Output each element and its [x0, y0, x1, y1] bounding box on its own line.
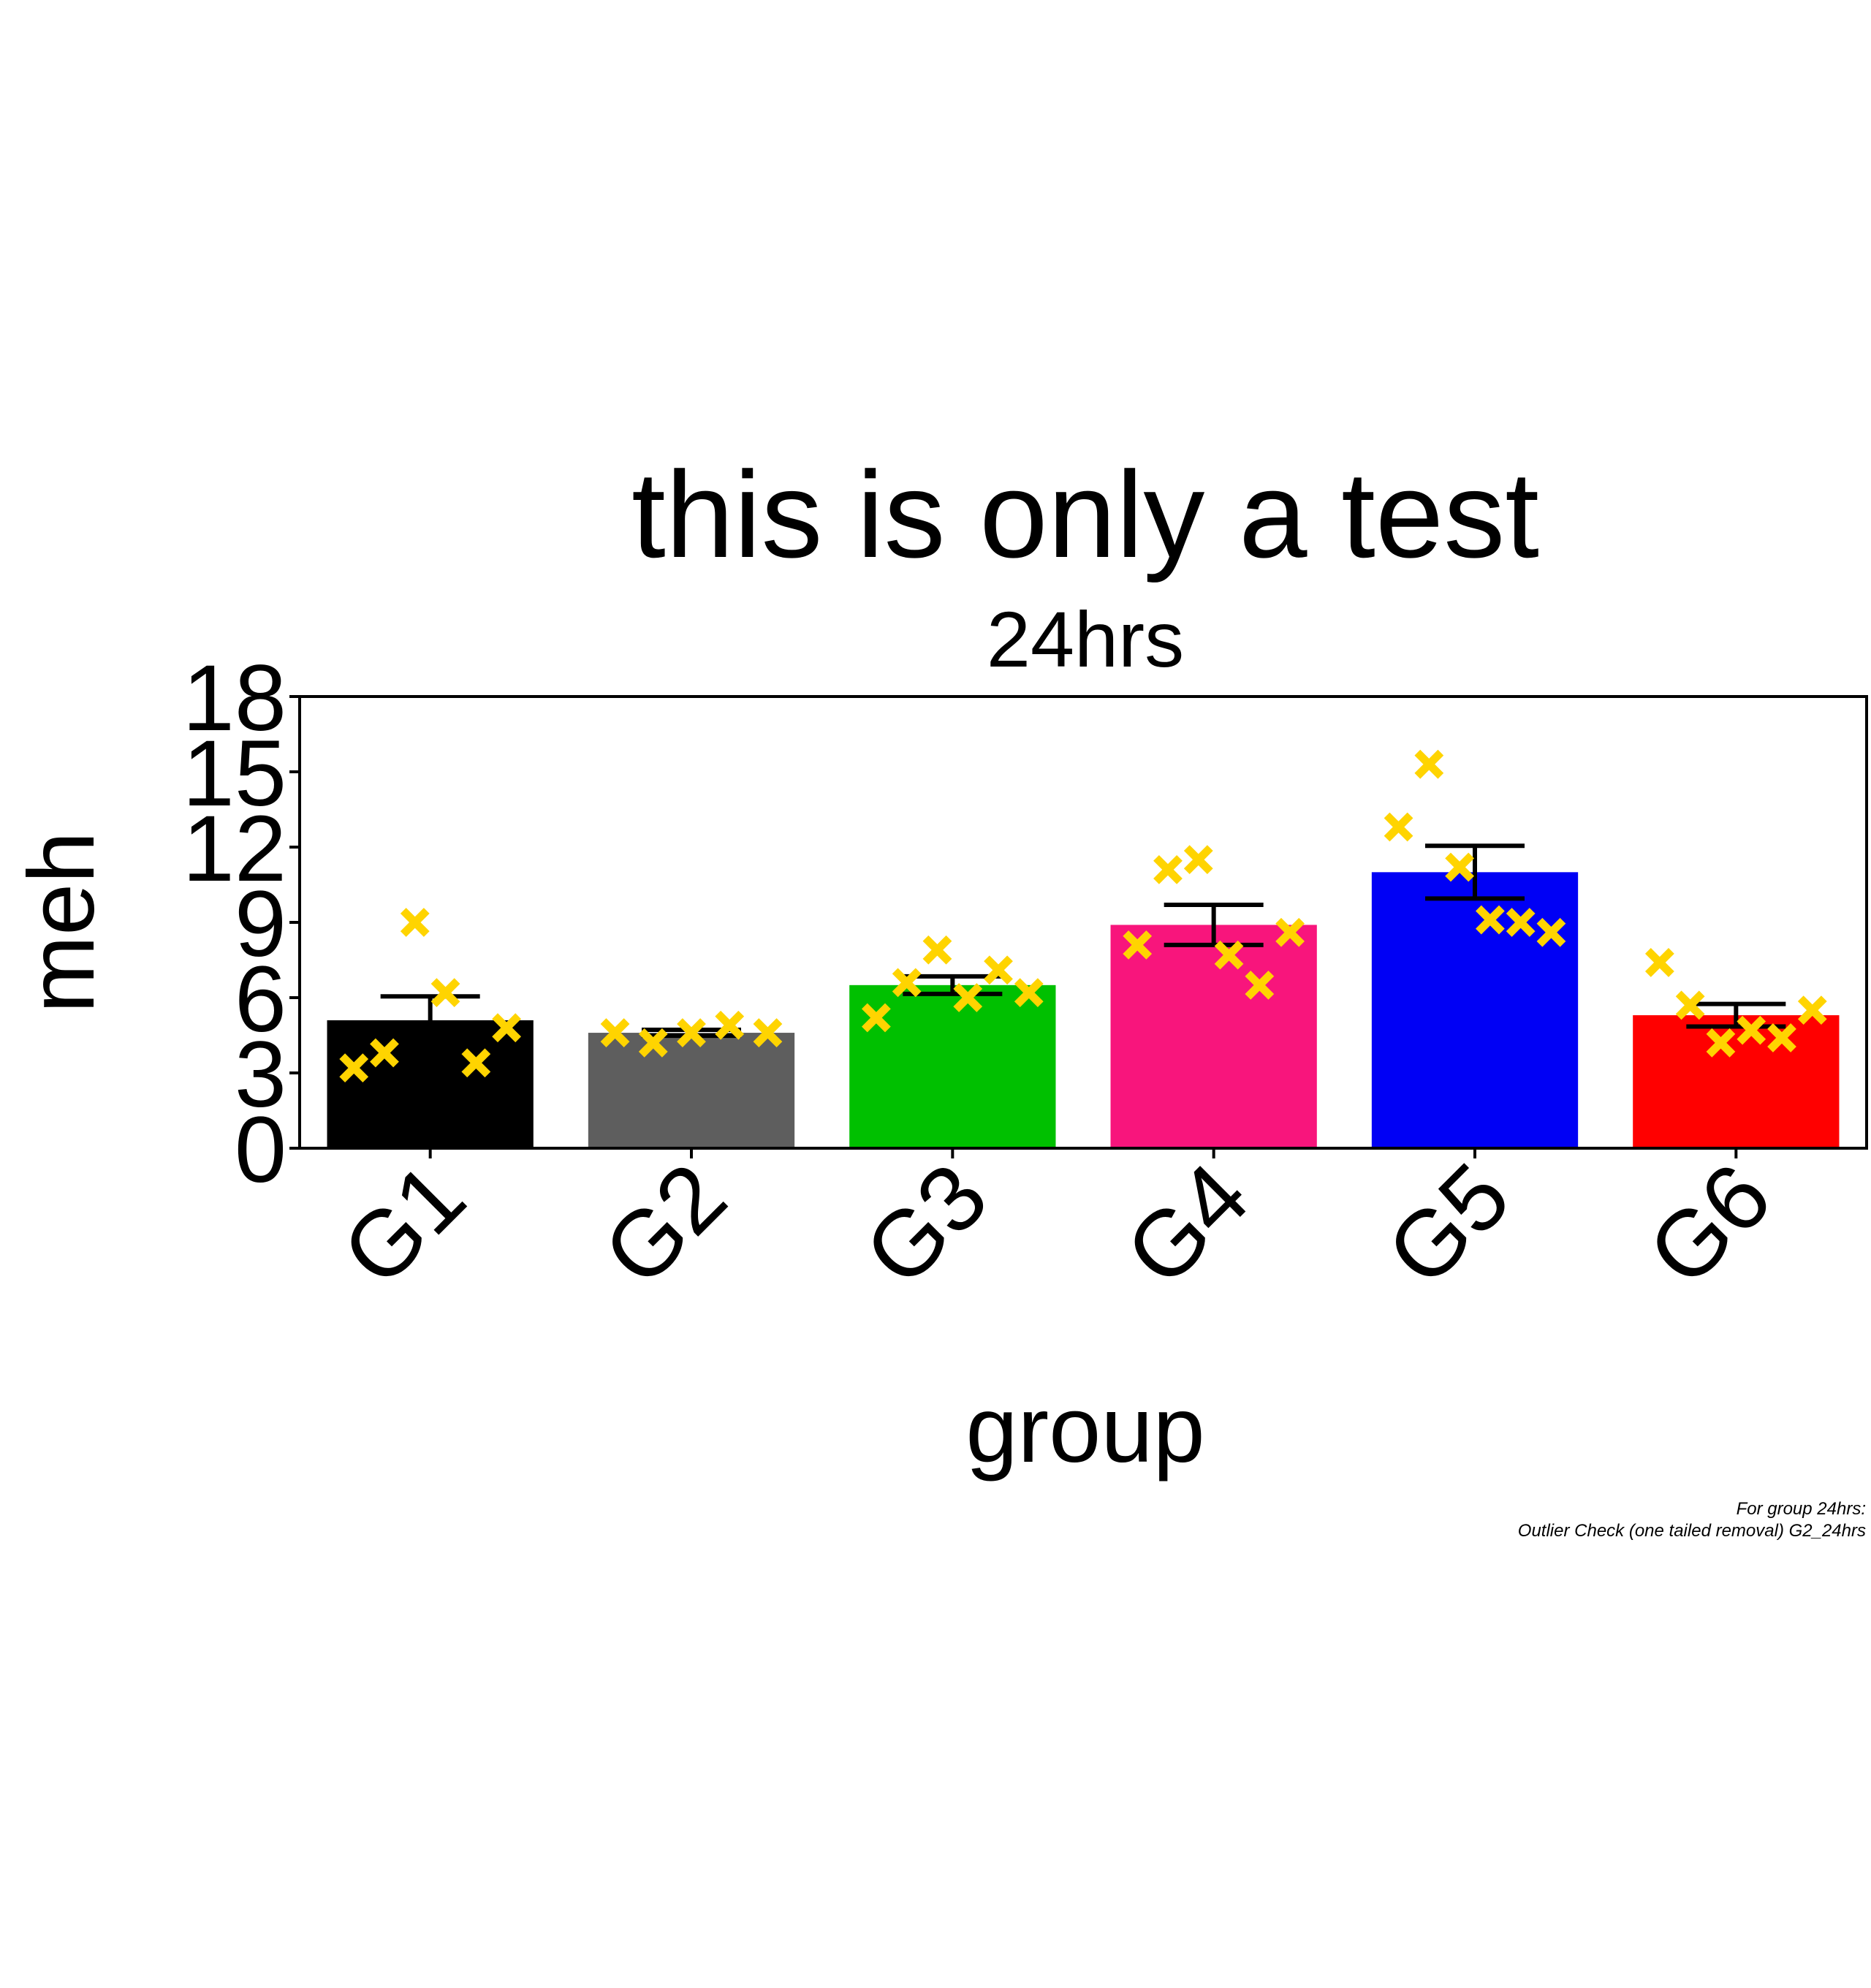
x-axis-label: group	[965, 1378, 1204, 1482]
x-axis-ticks: G1 G2 G3 G4 G5 G6	[323, 1144, 1791, 1306]
point-G3-1	[861, 1003, 891, 1033]
point-G6-3	[1706, 1028, 1736, 1058]
y-tick-label-0: 0	[235, 1098, 286, 1202]
point-G1-2	[370, 1038, 399, 1068]
point-G5-2	[1414, 749, 1444, 779]
error-bar-G3	[903, 974, 1003, 996]
point-G5-3	[1445, 852, 1474, 882]
chart-subtitle: 24hrs	[987, 595, 1184, 683]
data-points	[339, 749, 1827, 1083]
point-G1-6	[492, 1013, 522, 1043]
x-tick-label-G4: G4	[1107, 1144, 1269, 1306]
point-G4-6	[1275, 917, 1305, 947]
point-G6-1	[1644, 948, 1674, 977]
chart-title: this is only a test	[631, 446, 1539, 583]
point-G6-4	[1737, 1015, 1766, 1045]
x-tick-label-G3: G3	[845, 1144, 1007, 1306]
y-axis-label: meh	[10, 832, 114, 1014]
y-tick-label-15: 15	[183, 721, 286, 826]
x-tick-label-G5: G5	[1367, 1144, 1530, 1306]
point-G4-4	[1214, 940, 1244, 970]
point-G3-6	[1014, 978, 1044, 1008]
point-G2-4	[715, 1010, 745, 1040]
point-G1-5	[461, 1048, 491, 1078]
point-G4-5	[1245, 970, 1275, 1000]
point-G1-4	[430, 978, 460, 1008]
bar-G6	[1633, 1015, 1840, 1148]
x-tick-label-G6: G6	[1628, 1144, 1791, 1306]
point-G2-1	[600, 1018, 630, 1047]
point-G3-4	[953, 983, 983, 1012]
point-G6-2	[1675, 990, 1705, 1020]
point-G4-2	[1153, 855, 1183, 884]
point-G5-6	[1536, 917, 1566, 947]
bar-G4	[1110, 925, 1317, 1148]
y-tick-label-6: 6	[235, 947, 286, 1052]
point-G4-1	[1123, 930, 1153, 960]
error-bar-G4	[1164, 902, 1264, 947]
point-G5-1	[1384, 812, 1413, 842]
point-G2-2	[638, 1028, 668, 1058]
x-tick-label-G2: G2	[584, 1144, 746, 1306]
y-tick-label-12: 12	[183, 797, 286, 901]
bar-G2	[588, 1033, 795, 1148]
footnote-line-1: For group 24hrs:	[1737, 1499, 1866, 1519]
error-bar-G5	[1425, 843, 1525, 901]
y-tick-label-9: 9	[235, 872, 286, 976]
y-tick-label-18: 18	[183, 646, 286, 751]
point-G3-5	[984, 955, 1013, 985]
point-G3-2	[892, 968, 922, 998]
point-G6-5	[1767, 1023, 1796, 1052]
bar-G5	[1371, 872, 1579, 1148]
y-tick-label-3: 3	[235, 1023, 286, 1127]
point-G2-3	[677, 1018, 706, 1047]
point-G2-5	[753, 1018, 783, 1047]
bars	[327, 872, 1840, 1148]
point-G1-1	[339, 1053, 369, 1083]
point-G5-5	[1506, 908, 1536, 937]
error-bar-G6	[1686, 1001, 1786, 1029]
point-G5-4	[1476, 905, 1505, 935]
plot-frame	[298, 695, 1868, 1150]
point-G6-6	[1797, 995, 1827, 1025]
footnote-line-2: Outlier Check (one tailed removal) G2_24…	[1518, 1521, 1866, 1541]
point-G3-3	[922, 935, 952, 965]
point-G4-3	[1183, 845, 1213, 875]
x-tick-label-G1: G1	[323, 1144, 485, 1306]
point-G1-3	[400, 908, 430, 937]
